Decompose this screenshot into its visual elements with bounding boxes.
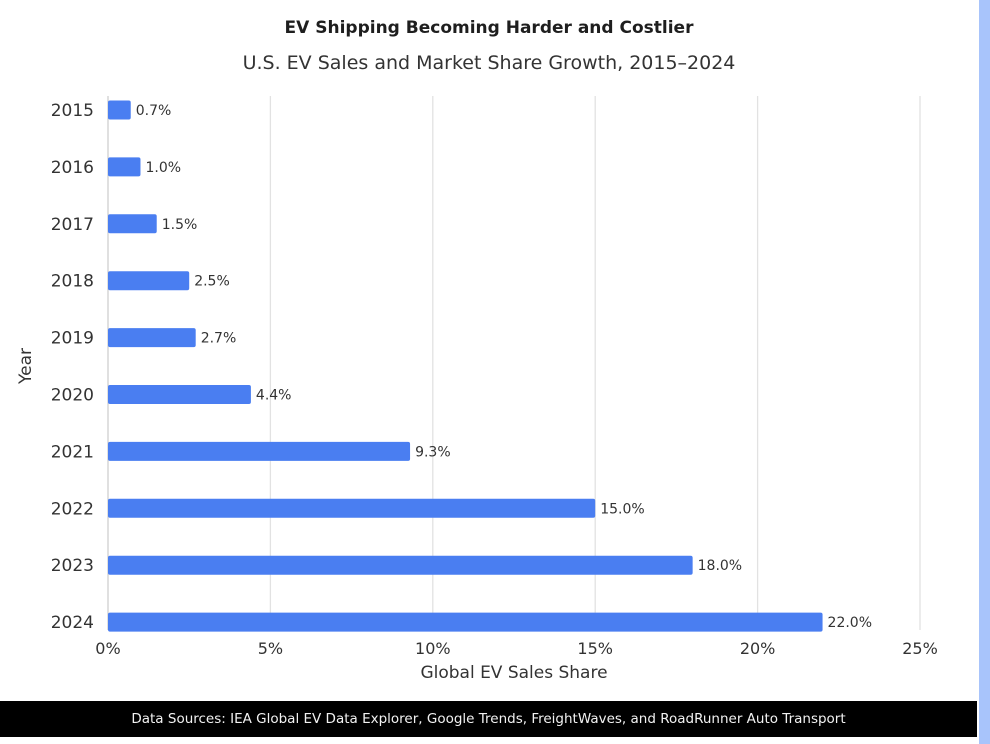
y-tick-label: 2016 [51, 158, 94, 178]
bar-2019 [108, 328, 196, 348]
x-tick-label: 15% [577, 639, 613, 658]
y-tick-label: 2020 [51, 386, 94, 406]
x-tick-label: 0% [95, 639, 120, 658]
bar-2022 [108, 498, 596, 518]
x-tick-label: 10% [415, 639, 451, 658]
data-sources-footer: Data Sources: IEA Global EV Data Explore… [0, 701, 977, 737]
bar-2023 [108, 555, 693, 575]
chart-subtitle: U.S. EV Sales and Market Share Growth, 2… [242, 52, 736, 74]
grid-lines [107, 96, 921, 630]
x-tick-label: 25% [902, 639, 938, 658]
data-label-2019: 2.7% [201, 331, 237, 347]
data-label-2018: 2.5% [194, 274, 230, 290]
bar-2020 [108, 385, 251, 404]
bar-chart: 0.7% 1.0% 1.5% 2.5% 2.7% 4.4% 9.3% 15.0% 18.0% 22… [16, 96, 938, 683]
data-label-2024: 22.0% [828, 615, 872, 631]
y-tick-label: 2024 [51, 613, 94, 633]
data-label-2022: 15.0% [600, 501, 644, 517]
bars [108, 100, 823, 632]
y-tick-label: 2017 [51, 215, 94, 235]
y-tick-label: 2022 [51, 499, 94, 519]
y-tick-label: 2021 [51, 442, 94, 462]
x-tick-label: 20% [740, 639, 776, 658]
bar-2016 [108, 157, 141, 177]
data-label-2023: 18.0% [698, 558, 742, 574]
scrollbar[interactable] [979, 0, 990, 744]
bar-2018 [108, 271, 190, 291]
data-label-2016: 1.0% [145, 160, 181, 176]
data-label-2021: 9.3% [415, 444, 451, 460]
bar-2021 [108, 441, 411, 461]
x-tick-labels: 0% 5% 10% 15% 20% 25% [95, 639, 937, 658]
y-tick-label: 2019 [51, 329, 94, 349]
data-label-2020: 4.4% [256, 388, 292, 404]
y-axis-label: Year [16, 348, 36, 385]
data-labels: 0.7% 1.0% 1.5% 2.5% 2.7% 4.4% 9.3% 15.0% 18.0% 22… [136, 103, 872, 631]
x-tick-label: 5% [258, 639, 283, 658]
y-tick-labels: 2015 2016 2017 2018 2019 2020 2021 2022 2023 2024 [51, 101, 94, 633]
x-axis-label: Global EV Sales Share [420, 663, 607, 683]
y-tick-label: 2018 [51, 272, 94, 292]
data-label-2017: 1.5% [162, 217, 198, 233]
bar-2015 [108, 100, 131, 120]
y-tick-label: 2023 [51, 556, 94, 576]
chart-title: EV Shipping Becoming Harder and Costlier [284, 18, 694, 38]
y-tick-label: 2015 [51, 101, 94, 121]
bar-2017 [108, 214, 157, 234]
data-label-2015: 0.7% [136, 103, 172, 119]
bar-2024 [108, 612, 823, 632]
